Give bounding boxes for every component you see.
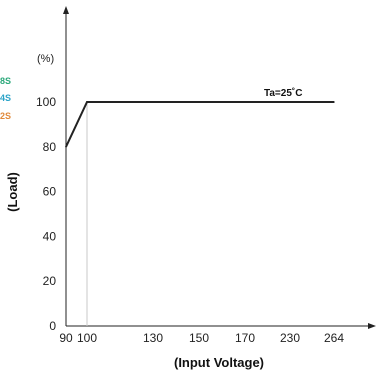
x-tick-label: 130 xyxy=(143,331,163,345)
y-tick-label: 60 xyxy=(43,185,57,199)
x-tick-label: 100 xyxy=(77,331,97,345)
axes xyxy=(63,6,376,329)
side-legend-fragments: 8S 4S 2S xyxy=(0,76,11,121)
y-tick-label: 80 xyxy=(43,140,57,154)
x-tick-label: 90 xyxy=(59,331,73,345)
legend-fragment-8s: 8S xyxy=(0,76,11,86)
y-tick-label: 0 xyxy=(49,319,56,333)
x-axis-arrow xyxy=(368,323,376,329)
y-tick-label: 100 xyxy=(36,95,56,109)
x-tick-label: 230 xyxy=(280,331,300,345)
load-curve-point xyxy=(333,101,335,103)
x-axis-title: (Input Voltage) xyxy=(174,355,264,370)
x-tick-label: 264 xyxy=(324,331,344,345)
load-curve-point xyxy=(65,146,67,148)
legend-fragment-4s: 4S xyxy=(0,93,11,103)
legend-fragment-2s: 2S xyxy=(0,111,11,121)
y-tick-label: 40 xyxy=(43,229,57,243)
y-axis-arrow xyxy=(63,6,69,14)
y-axis-title: (Load) xyxy=(5,172,20,212)
x-tick-label: 150 xyxy=(189,331,209,345)
y-tick-group: 0 20 40 60 80 100 xyxy=(36,95,56,333)
y-unit-label: (%) xyxy=(37,53,54,65)
load-curve-line xyxy=(65,101,334,148)
y-tick-label: 20 xyxy=(43,274,57,288)
series-layer xyxy=(65,101,335,148)
temperature-annotation: Ta=25˚C xyxy=(264,87,302,99)
x-tick-group: 90 100 130 150 170 230 264 xyxy=(59,331,344,345)
x-tick-label: 170 xyxy=(235,331,255,345)
load-curve-point xyxy=(86,101,88,103)
